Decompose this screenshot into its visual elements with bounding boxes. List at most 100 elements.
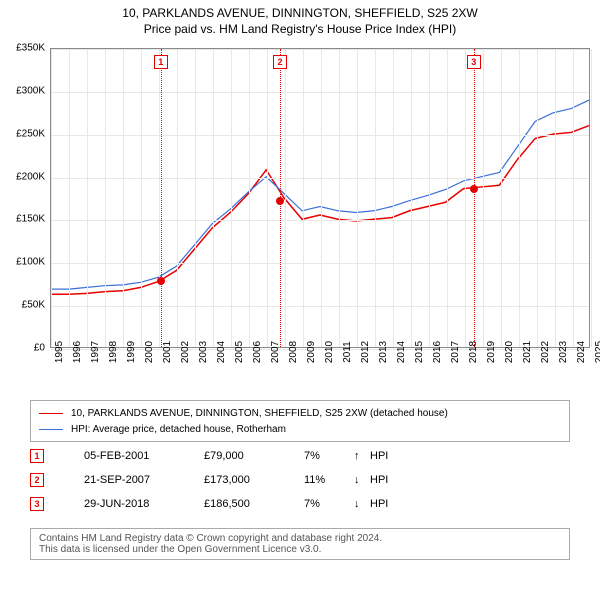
legend-row: HPI: Average price, detached house, Roth… <box>39 421 561 437</box>
event-basis: HPI <box>370 450 388 462</box>
x-tick-label: 2003 <box>198 341 209 363</box>
y-tick-label: £200K <box>5 171 45 182</box>
event-number-box: 2 <box>30 473 44 487</box>
price-marker <box>470 185 478 193</box>
title-address: 10, PARKLANDS AVENUE, DINNINGTON, SHEFFI… <box>0 6 600 20</box>
gridline-v <box>69 49 70 347</box>
event-basis: HPI <box>370 498 388 510</box>
event-number-box: 3 <box>30 497 44 511</box>
event-arrow-icon: ↓ <box>354 474 370 486</box>
legend-label: 10, PARKLANDS AVENUE, DINNINGTON, SHEFFI… <box>71 408 448 419</box>
event-row: 105-FEB-2001£79,0007%↑HPI <box>30 444 570 468</box>
x-tick-label: 2014 <box>396 341 407 363</box>
x-tick-label: 2020 <box>504 341 515 363</box>
gridline-h <box>51 306 589 307</box>
x-tick-label: 2024 <box>576 341 587 363</box>
event-row: 221-SEP-2007£173,00011%↓HPI <box>30 468 570 492</box>
gridline-v <box>411 49 412 347</box>
x-tick-label: 1999 <box>126 341 137 363</box>
gridline-v <box>573 49 574 347</box>
gridline-v <box>87 49 88 347</box>
chart-lines-svg <box>51 49 589 347</box>
x-tick-label: 2018 <box>468 341 479 363</box>
gridline-v <box>303 49 304 347</box>
gridline-h <box>51 263 589 264</box>
legend-box: 10, PARKLANDS AVENUE, DINNINGTON, SHEFFI… <box>30 400 570 442</box>
callout-line <box>474 49 475 347</box>
gridline-v <box>483 49 484 347</box>
events-table: 105-FEB-2001£79,0007%↑HPI221-SEP-2007£17… <box>30 444 570 516</box>
gridline-v <box>555 49 556 347</box>
callout-box: 1 <box>154 55 168 69</box>
footer-line2: This data is licensed under the Open Gov… <box>39 544 561 555</box>
x-tick-label: 2019 <box>486 341 497 363</box>
chart-titles: 10, PARKLANDS AVENUE, DINNINGTON, SHEFFI… <box>0 0 600 36</box>
gridline-v <box>213 49 214 347</box>
y-tick-label: £100K <box>5 257 45 268</box>
gridline-v <box>501 49 502 347</box>
event-date: 29-JUN-2018 <box>84 498 204 510</box>
gridline-v <box>429 49 430 347</box>
gridline-v <box>357 49 358 347</box>
callout-box: 2 <box>273 55 287 69</box>
gridline-v <box>231 49 232 347</box>
gridline-v <box>51 49 52 347</box>
gridline-v <box>375 49 376 347</box>
x-tick-label: 2015 <box>414 341 425 363</box>
x-tick-label: 2005 <box>234 341 245 363</box>
gridline-v <box>537 49 538 347</box>
gridline-v <box>447 49 448 347</box>
x-tick-label: 1997 <box>90 341 101 363</box>
x-tick-label: 2008 <box>288 341 299 363</box>
event-number-box: 1 <box>30 449 44 463</box>
x-tick-label: 2017 <box>450 341 461 363</box>
gridline-h <box>51 92 589 93</box>
x-tick-label: 2016 <box>432 341 443 363</box>
event-price: £173,000 <box>204 474 304 486</box>
y-tick-label: £50K <box>5 300 45 311</box>
legend-row: 10, PARKLANDS AVENUE, DINNINGTON, SHEFFI… <box>39 405 561 421</box>
x-tick-label: 2010 <box>324 341 335 363</box>
gridline-v <box>591 49 592 347</box>
gridline-v <box>177 49 178 347</box>
series-hpi <box>51 100 589 289</box>
x-tick-label: 2021 <box>522 341 533 363</box>
gridline-h <box>51 135 589 136</box>
y-tick-label: £0 <box>5 343 45 354</box>
event-price: £79,000 <box>204 450 304 462</box>
x-tick-label: 1996 <box>72 341 83 363</box>
y-tick-label: £250K <box>5 128 45 139</box>
legend-label: HPI: Average price, detached house, Roth… <box>71 424 286 435</box>
x-tick-label: 2004 <box>216 341 227 363</box>
gridline-v <box>519 49 520 347</box>
x-tick-label: 2001 <box>162 341 173 363</box>
legend-swatch <box>39 413 63 414</box>
x-tick-label: 2007 <box>270 341 281 363</box>
x-tick-label: 2025 <box>594 341 600 363</box>
x-tick-label: 2002 <box>180 341 191 363</box>
gridline-v <box>339 49 340 347</box>
x-tick-label: 2012 <box>360 341 371 363</box>
event-arrow-icon: ↑ <box>354 450 370 462</box>
gridline-h <box>51 49 589 50</box>
gridline-v <box>393 49 394 347</box>
event-date: 21-SEP-2007 <box>84 474 204 486</box>
event-pct: 11% <box>304 474 354 486</box>
event-date: 05-FEB-2001 <box>84 450 204 462</box>
footer-line1: Contains HM Land Registry data © Crown c… <box>39 533 561 544</box>
callout-line <box>161 49 162 347</box>
x-tick-label: 2011 <box>342 341 353 363</box>
x-tick-label: 2013 <box>378 341 389 363</box>
price-marker <box>157 277 165 285</box>
gridline-v <box>285 49 286 347</box>
attribution-footer: Contains HM Land Registry data © Crown c… <box>30 528 570 560</box>
gridline-h <box>51 178 589 179</box>
chart-plot-area: 123 <box>50 48 590 348</box>
gridline-v <box>141 49 142 347</box>
gridline-v <box>195 49 196 347</box>
title-subtitle: Price paid vs. HM Land Registry's House … <box>0 22 600 36</box>
gridline-v <box>105 49 106 347</box>
y-tick-label: £150K <box>5 214 45 225</box>
event-arrow-icon: ↓ <box>354 498 370 510</box>
x-tick-label: 2000 <box>144 341 155 363</box>
